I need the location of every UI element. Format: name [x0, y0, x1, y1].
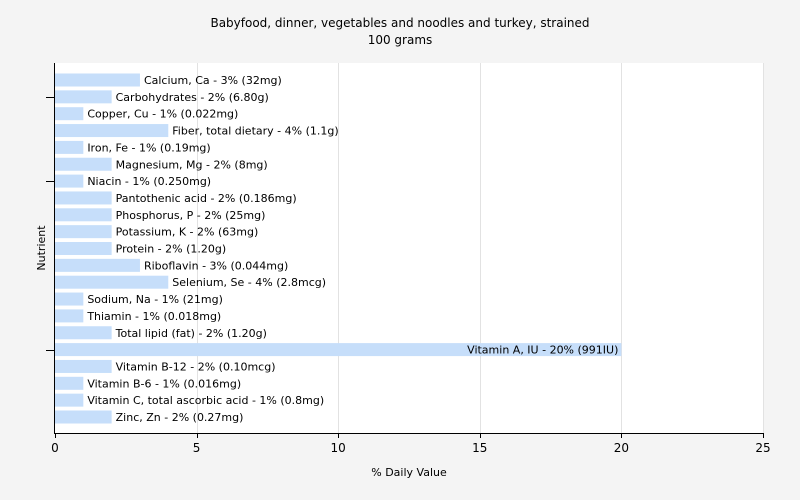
bar: [55, 309, 84, 323]
x-tick-label: 15: [472, 441, 487, 455]
bar-label: Vitamin B-12 - 2% (0.10mcg): [116, 360, 276, 373]
bar-label: Pantothenic acid - 2% (0.186mg): [116, 192, 297, 205]
bar-label: Niacin - 1% (0.250mg): [87, 175, 211, 188]
bar-label: Carbohydrates - 2% (6.80g): [116, 91, 269, 104]
bar-label: Total lipid (fat) - 2% (1.20g): [115, 327, 267, 340]
bar-label: Phosphorus, P - 2% (25mg): [116, 209, 266, 222]
grid-lines: [197, 63, 764, 433]
bar: [55, 107, 84, 121]
bar-label: Vitamin A, IU - 20% (991IU): [467, 344, 618, 357]
bar-label: Potassium, K - 2% (63mg): [116, 226, 259, 239]
bar: [55, 359, 112, 373]
bar-label: Protein - 2% (1.20g): [116, 243, 227, 256]
bar-label: Copper, Cu - 1% (0.022mg): [87, 108, 238, 121]
bar-label: Selenium, Se - 4% (2.8mcg): [172, 276, 326, 289]
x-tick-label: 5: [193, 441, 201, 455]
bar: [55, 410, 112, 424]
bar-label: Fiber, total dietary - 4% (1.1g): [172, 125, 338, 138]
bar-labels: Calcium, Ca - 3% (32mg) Carbohydrates - 2…: [86, 74, 618, 424]
bar: [55, 174, 84, 188]
bar-label: Magnesium, Mg - 2% (8mg): [116, 158, 268, 171]
bar: [55, 376, 84, 390]
y-axis-ticks: [46, 97, 54, 351]
bar: [55, 157, 112, 171]
plot-area: [55, 63, 763, 433]
bar: [55, 140, 84, 154]
bar-label: Thiamin - 1% (0.018mg): [86, 310, 221, 323]
chart-title-block: Babyfood, dinner, vegetables and noodles…: [0, 15, 800, 49]
chart-title: Babyfood, dinner, vegetables and noodles…: [210, 16, 590, 30]
chart-subtitle: 100 grams: [367, 33, 433, 47]
bar: [55, 191, 112, 205]
bar: [55, 343, 622, 357]
bar: [55, 292, 84, 306]
bar-label: Iron, Fe - 1% (0.19mg): [87, 141, 210, 154]
x-tick-label: 25: [755, 441, 770, 455]
bar: [55, 275, 169, 289]
bar: [55, 73, 140, 87]
x-tick-label: 0: [51, 441, 59, 455]
x-axis-ticks: 0 5 10 15 20 25: [51, 433, 771, 455]
bar-label: Zinc, Zn - 2% (0.27mg): [116, 411, 244, 424]
y-axis-title: Nutrient: [35, 225, 48, 271]
bar-label: Vitamin B-6 - 1% (0.016mg): [87, 377, 241, 390]
bar: [55, 326, 112, 340]
bar: [55, 258, 140, 272]
bar: [55, 225, 112, 239]
bar-label: Vitamin C, total ascorbic acid - 1% (0.8…: [87, 394, 324, 407]
bar: [55, 208, 112, 222]
bar: [55, 242, 112, 255]
bar: [55, 393, 84, 407]
bar-label: Calcium, Ca - 3% (32mg): [144, 74, 282, 87]
bar-label: Sodium, Na - 1% (21mg): [87, 293, 223, 306]
x-axis-title: % Daily Value: [371, 466, 447, 479]
x-tick-label: 20: [614, 441, 629, 455]
bar: [55, 90, 112, 104]
bars: [55, 73, 622, 424]
bar: [55, 124, 169, 138]
bar-label: Riboflavin - 3% (0.044mg): [144, 259, 288, 272]
x-tick-label: 10: [331, 441, 346, 455]
